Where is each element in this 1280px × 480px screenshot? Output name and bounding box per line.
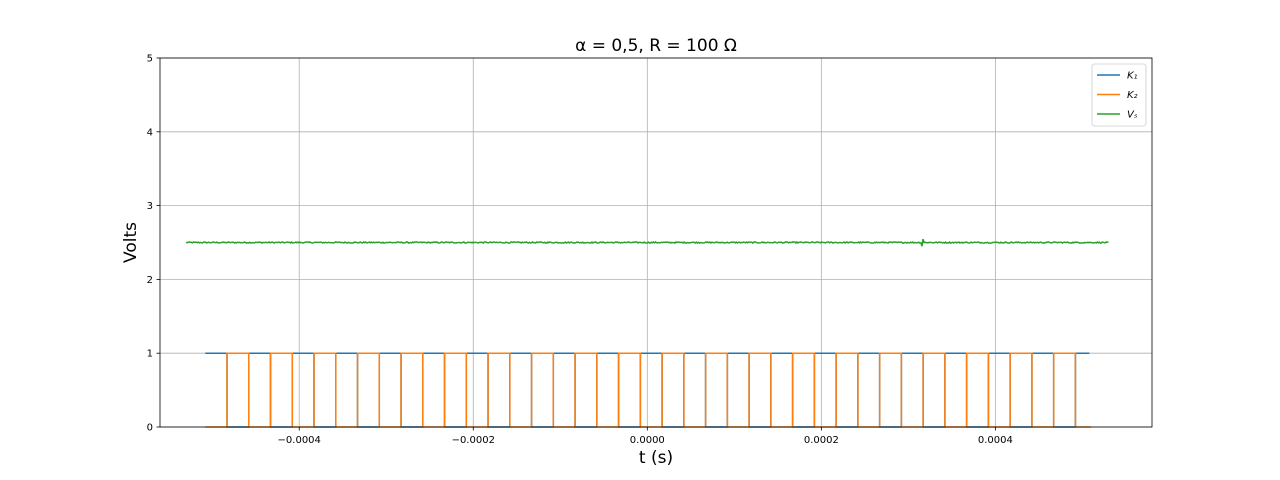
- x-axis-label: t (s): [639, 448, 673, 468]
- x-tick-label: −0.0002: [452, 435, 495, 446]
- y-axis: 0 1 2 3 4 5: [147, 54, 160, 434]
- legend-label: K₂: [1127, 90, 1138, 101]
- y-tick-label: 1: [147, 349, 153, 360]
- chart-title: α = 0,5, R = 100 Ω: [575, 36, 737, 56]
- x-tick-label: 0.0002: [804, 435, 839, 446]
- x-tick-label: −0.0004: [278, 435, 321, 446]
- x-tick-label: 0.0004: [978, 435, 1013, 446]
- y-tick-label: 3: [147, 201, 153, 212]
- legend-label: Vₛ: [1127, 110, 1138, 121]
- y-tick-label: 4: [147, 127, 153, 138]
- legend: K₁ K₂ Vₛ: [1091, 63, 1147, 127]
- y-tick-label: 0: [147, 423, 153, 434]
- y-axis-label: Volts: [121, 222, 141, 263]
- plot-frame: [159, 57, 1153, 428]
- series-line-3: [185, 238, 1109, 247]
- x-axis: −0.0004 −0.0002 0.0000 0.0002 0.0004: [278, 427, 1013, 446]
- x-tick-label: 0.0000: [630, 435, 665, 446]
- legend-label: K₁: [1127, 71, 1138, 82]
- y-tick-label: 2: [147, 275, 153, 286]
- y-tick-label: 5: [147, 54, 153, 65]
